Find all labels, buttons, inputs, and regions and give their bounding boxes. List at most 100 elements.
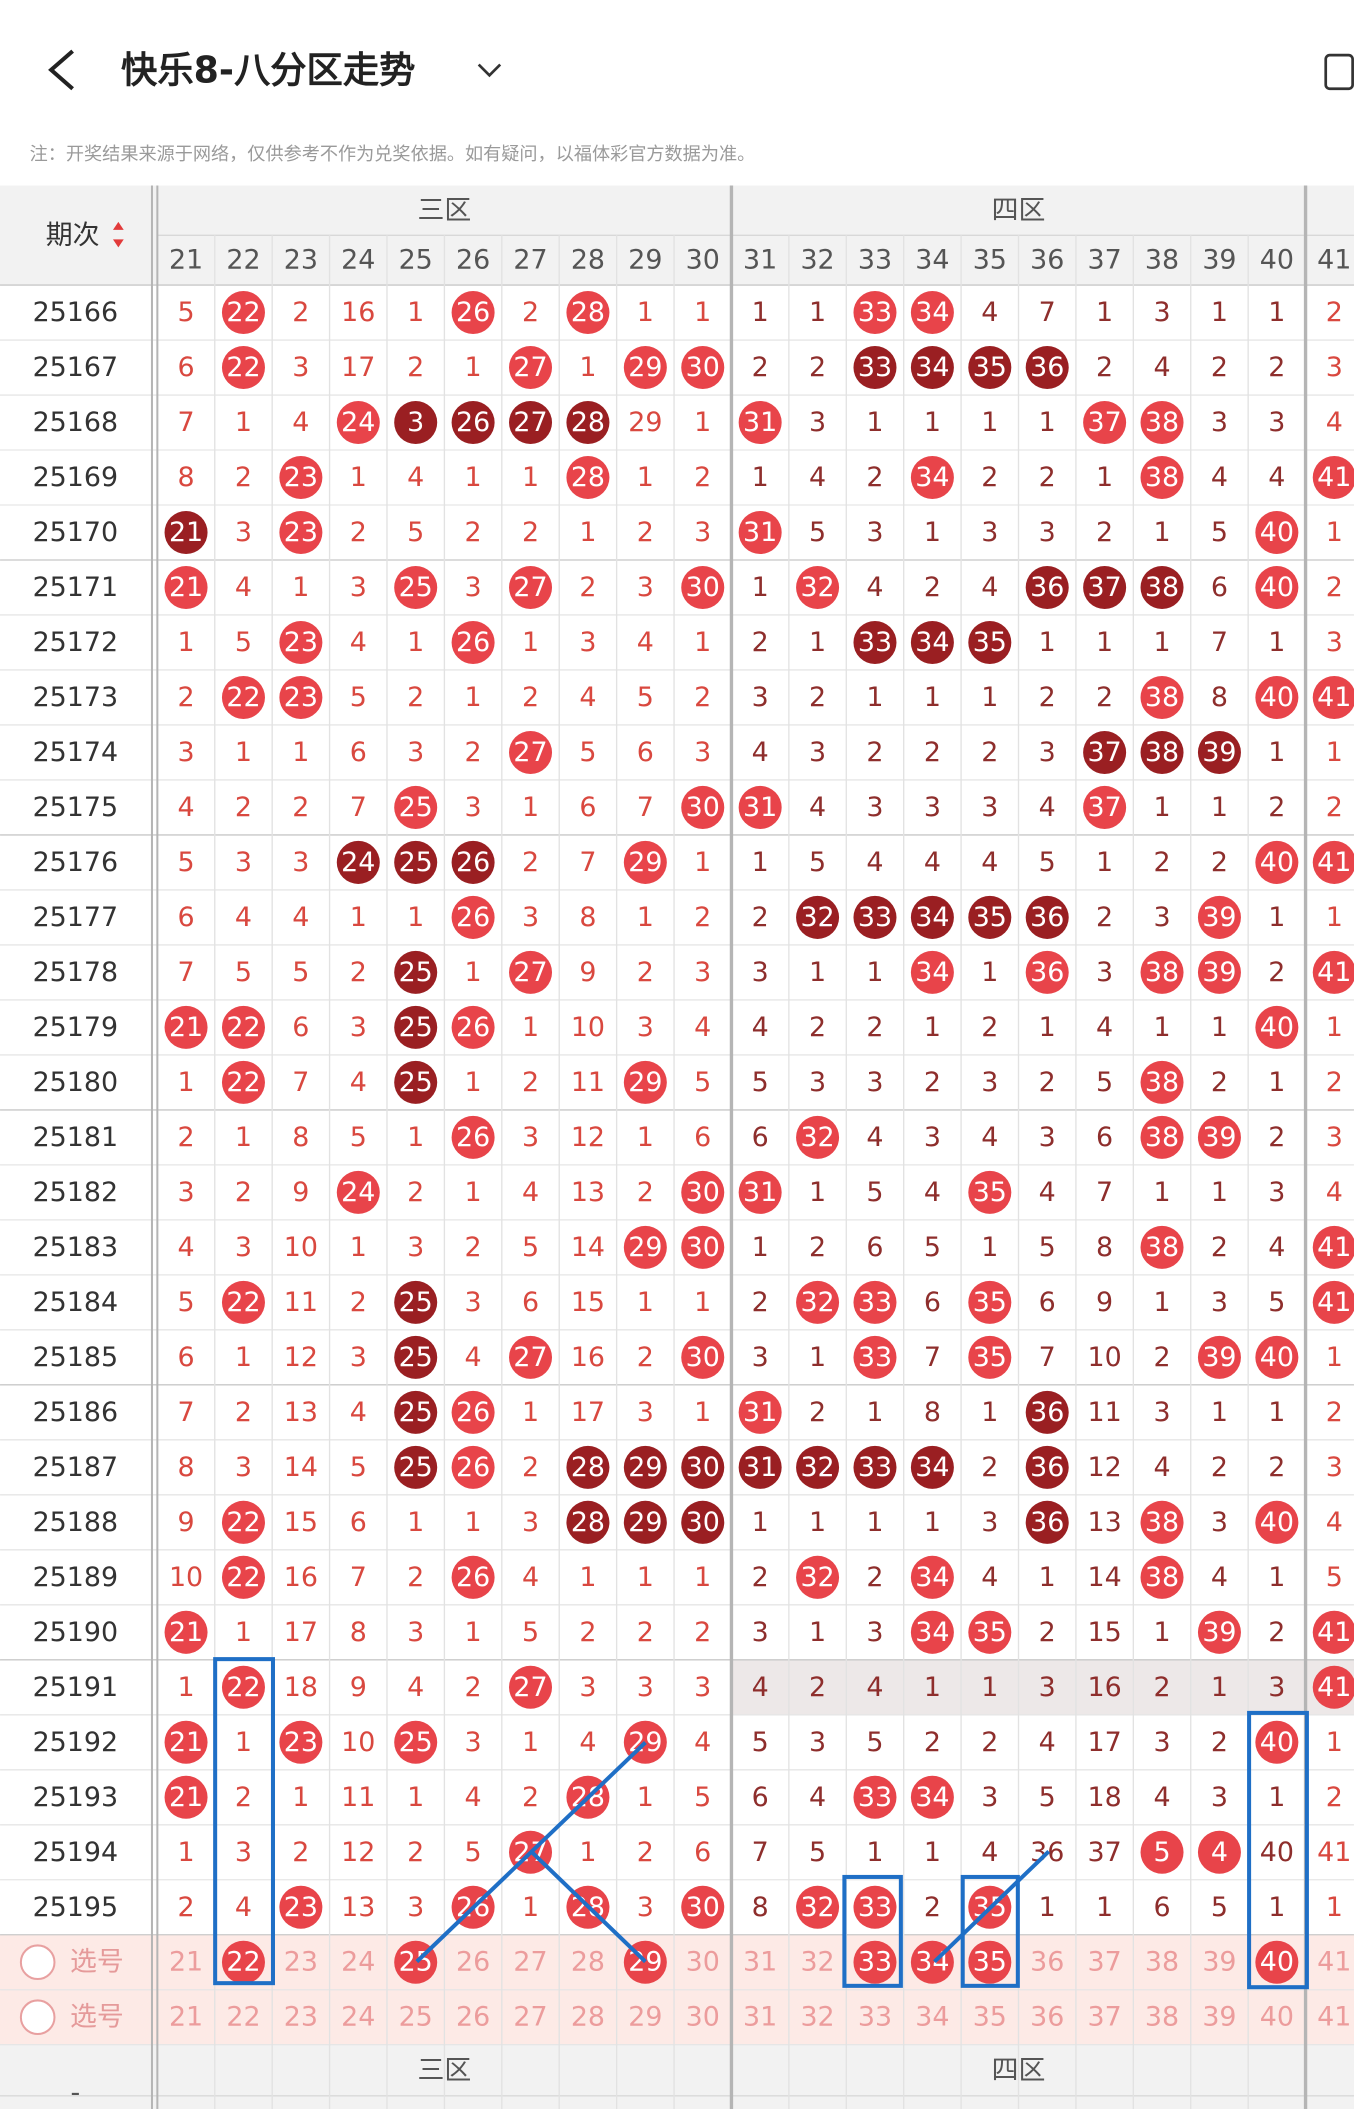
cell-number: 37 [1088, 1837, 1122, 1868]
cell-number: 1 [981, 957, 998, 988]
ball-number: 21 [169, 1012, 203, 1043]
cell-number: 12 [341, 1837, 375, 1868]
cell-number: 16 [571, 1342, 605, 1373]
ball-number: 26 [456, 1452, 490, 1483]
cell-number: 1 [1268, 902, 1285, 933]
cell-number: 4 [866, 847, 883, 878]
cell-number: 2 [235, 792, 252, 823]
footer-label: - [70, 2078, 80, 2109]
cell-number: 5 [465, 1837, 482, 1868]
cell-number: 5 [1039, 847, 1056, 878]
cell-number: 5 [350, 682, 367, 713]
column-header: 32 [800, 245, 834, 276]
ball-number: 41 [1317, 462, 1351, 493]
cell-number: 4 [866, 1122, 883, 1153]
ball-number: 36 [1030, 572, 1064, 603]
cell-number: 3 [809, 737, 826, 768]
cell-number: 12 [1088, 1452, 1122, 1483]
ball-number: 25 [399, 957, 433, 988]
select-toggle[interactable] [19, 1944, 56, 1981]
cell-number: 14 [284, 1452, 318, 1483]
issue-number: 25168 [33, 407, 119, 438]
cell-number: 2 [1096, 682, 1113, 713]
cell-number: 3 [522, 1122, 539, 1153]
cell-number: 1 [694, 1562, 711, 1593]
cell-number: 2 [522, 682, 539, 713]
cell-number: 5 [866, 1727, 883, 1758]
ball [623, 1445, 667, 1489]
cell-number: 5 [350, 1122, 367, 1153]
ball-number: 35 [973, 1947, 1007, 1978]
cell-number: 2 [924, 1067, 941, 1098]
cell-number: 5 [866, 1177, 883, 1208]
ball-number: 30 [686, 572, 720, 603]
cell-number: 1 [1039, 627, 1056, 658]
ball [566, 401, 610, 445]
cell-number: 5 [350, 1452, 367, 1483]
cell-number: 2 [292, 792, 309, 823]
ball-number: 31 [743, 792, 777, 823]
dropdown-icon[interactable] [477, 63, 502, 78]
ball-number: 35 [973, 902, 1007, 933]
ball [451, 620, 495, 664]
ball [1197, 1830, 1241, 1874]
cell-number: 1 [1039, 1562, 1056, 1593]
cell-number: 2 [752, 352, 769, 383]
select-label: 选号 [70, 1947, 124, 1978]
ball [451, 895, 495, 939]
ball-number: 33 [858, 297, 892, 328]
ball [1312, 675, 1354, 719]
cell-number: 3 [1153, 1397, 1170, 1428]
cell-number: 3 [350, 1012, 367, 1043]
ball [451, 1555, 495, 1599]
ball-number: 25 [399, 1397, 433, 1428]
back-button[interactable] [48, 49, 74, 91]
ball-number: 39 [1202, 1342, 1236, 1373]
cell-number: 5 [177, 847, 194, 878]
cell-number: 2 [1326, 1782, 1343, 1813]
cell-number: 5 [752, 1067, 769, 1098]
cell-number: 2 [809, 1672, 826, 1703]
cell-number: 15 [571, 1287, 605, 1318]
cell-number: 3 [924, 792, 941, 823]
cell-number: 1 [637, 1122, 654, 1153]
cell-number: 4 [1153, 352, 1170, 383]
cell-number: 1 [809, 1177, 826, 1208]
ball [681, 1500, 725, 1544]
select-toggle[interactable] [19, 1999, 56, 2036]
cell-number: 38 [1145, 1947, 1179, 1978]
ball [221, 1500, 265, 1544]
menu-icon[interactable] [1324, 53, 1354, 91]
cell-number: 29 [628, 407, 662, 438]
ball [623, 1060, 667, 1104]
annotation-box [842, 1874, 903, 1988]
ball-number: 25 [399, 1012, 433, 1043]
ball [681, 346, 725, 390]
cell-number: 35 [973, 2002, 1007, 2033]
cell-number: 4 [1326, 1177, 1343, 1208]
cell-number: 3 [1211, 407, 1228, 438]
cell-number: 2 [1211, 1727, 1228, 1758]
ball [1197, 895, 1241, 939]
ball [853, 1775, 897, 1819]
cell-number: 1 [407, 1507, 424, 1538]
cell-number: 5 [235, 627, 252, 658]
cell-number: 1 [579, 352, 596, 383]
cell-number: 2 [579, 1617, 596, 1648]
issue-number: 25192 [33, 1727, 119, 1758]
cell-number: 1 [1153, 792, 1170, 823]
cell-number: 5 [637, 682, 654, 713]
cell-number: 2 [522, 297, 539, 328]
ball-number: 21 [169, 572, 203, 603]
cell-number: 3 [407, 1892, 424, 1923]
cell-number: 6 [177, 1342, 194, 1373]
cell-number: 1 [1268, 1562, 1285, 1593]
cell-number: 13 [341, 1892, 375, 1923]
cell-number: 1 [407, 1122, 424, 1153]
ball [1025, 1445, 1069, 1489]
cell-number: 2 [1268, 1452, 1285, 1483]
ball [796, 1280, 840, 1324]
ball-number: 21 [169, 517, 203, 548]
cell-number: 36 [1030, 2002, 1064, 2033]
ball-number: 28 [571, 297, 605, 328]
